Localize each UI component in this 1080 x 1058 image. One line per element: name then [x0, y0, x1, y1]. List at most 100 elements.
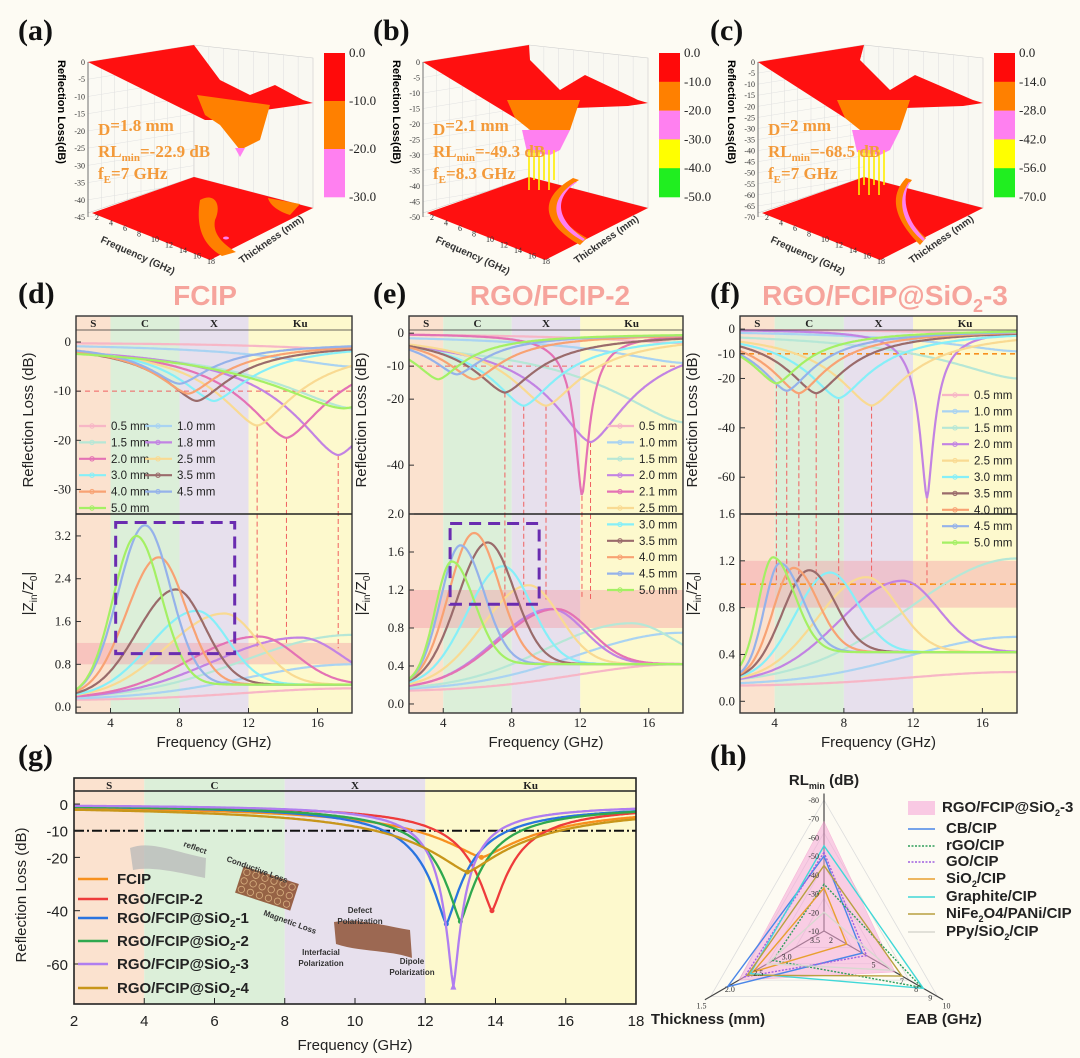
- surface-pink: [522, 130, 570, 155]
- annotation-rl-min-part: RL: [433, 142, 457, 161]
- z-curve-1.8mm: [75, 636, 353, 698]
- annotation-rl-min-part: min: [457, 152, 475, 164]
- colorbar-swatch: [659, 53, 680, 83]
- annotation-fe-part: f: [433, 164, 439, 183]
- band-label: S: [754, 318, 760, 330]
- floor-contour-pink: [223, 236, 229, 240]
- z-tick-label: 0: [751, 58, 755, 67]
- legend-label: FCIP: [117, 871, 151, 888]
- z-curve-2.5mm: [75, 612, 352, 696]
- panel-label-g: (g): [18, 739, 53, 772]
- surface-red: [758, 45, 983, 118]
- legend-item: Graphite/CIP: [908, 888, 1037, 905]
- hexagon-cell: [270, 877, 278, 885]
- annotation-fe-part: f: [98, 164, 104, 183]
- z-curve-0.5mm: [409, 663, 683, 692]
- illustration-label-defect-2: Polarization: [337, 917, 382, 926]
- illustration-label-defect: Defect: [348, 906, 373, 915]
- z-tick-label: -60: [744, 191, 755, 200]
- radar-tick-label: -70: [808, 815, 819, 824]
- legend-item: 3.5 mm: [145, 470, 215, 482]
- x-tick-label: 6: [210, 1013, 218, 1030]
- annotation-rl-min: RLmin=-49.3 dB: [433, 142, 545, 164]
- z-curve-1.5mm: [76, 633, 352, 698]
- rl-tick-label: -20: [718, 370, 735, 385]
- x-tick-label: 8: [137, 230, 141, 239]
- legend-marker: [617, 587, 623, 593]
- z-tick-label: 0.0: [719, 693, 735, 708]
- grid-line: [87, 148, 195, 166]
- floor-map: [427, 177, 648, 260]
- colorbar-tick-label: -50.0: [684, 189, 711, 204]
- rl-curve-series-5: [74, 804, 637, 987]
- legend-item: GO/CIP: [908, 853, 999, 870]
- legend-item: 0.5 mm: [607, 421, 677, 433]
- legend-marker: [952, 539, 958, 546]
- z-tick-label: 0.4: [388, 658, 405, 673]
- rl-curve-1.0mm: [76, 345, 352, 368]
- legend-label: 1.5 mm: [639, 454, 677, 466]
- x-tick-label: 6: [793, 224, 797, 233]
- floor-contour-orange: [548, 178, 587, 245]
- z-tick-label: 0.8: [55, 656, 71, 671]
- legend-item: 4.5 mm: [607, 569, 677, 581]
- legend-label-part: -3: [236, 956, 249, 973]
- colorbar-swatch: [324, 101, 345, 150]
- rl-curve-5.0mm: [739, 330, 1017, 385]
- colorbar-tick-label: -30.0: [349, 189, 376, 204]
- colorbar-tick-label: -28.0: [1019, 103, 1046, 118]
- surface-pink: [852, 130, 900, 155]
- rl-curve-4.0mm: [75, 346, 352, 395]
- radar-tick-label: -20: [808, 908, 819, 917]
- rl-curve-2.5mm: [739, 339, 1018, 407]
- minimum-marker: [489, 908, 495, 914]
- legend-label: 2.1 mm: [639, 487, 677, 499]
- floor-map: [762, 177, 983, 260]
- legend-label: 4.0 mm: [111, 487, 149, 499]
- z-axis-title-part: 0: [693, 575, 704, 581]
- band-label: C: [211, 780, 219, 792]
- colorbar-swatch: [659, 110, 680, 140]
- x-tick-label: 16: [863, 252, 871, 261]
- graphene-sheet-illustration: [130, 845, 206, 878]
- legend-label-part: 2: [1004, 932, 1009, 942]
- z-tick-label: -25: [409, 136, 420, 145]
- z-axis-title-part: 0: [362, 575, 373, 581]
- hexagon-cell: [273, 897, 282, 905]
- legend-label-part: 2: [972, 879, 977, 889]
- z-curve-2.0mm: [739, 579, 1017, 680]
- legend-marker: [155, 488, 161, 495]
- annotation-fe-part: E: [439, 174, 446, 186]
- rl-tick-label: -40: [718, 420, 735, 435]
- colorbar-swatch: [324, 53, 345, 102]
- x-axis-title: Frequency (GHz): [297, 1037, 412, 1054]
- legend-item: 3.0 mm: [79, 470, 149, 482]
- annotation-rl-min: RLmin=-68.5 dB: [768, 142, 880, 164]
- colorbar-tick-label: -20.0: [684, 103, 711, 118]
- z-axis-title-part: in: [693, 594, 704, 602]
- radar-tick-label: 2: [829, 936, 833, 945]
- z-axis-title: |Zin/Z0|: [20, 572, 40, 616]
- hexagon-cell: [285, 891, 293, 900]
- legend-marker: [155, 456, 161, 462]
- annotation-thickness-part: D: [433, 120, 445, 139]
- z-tick-label: -30: [744, 124, 755, 133]
- z-axis-title: |Zin/Z0|: [684, 572, 704, 616]
- x-tick-label: 2: [70, 1013, 78, 1030]
- z-tick-label: -50: [409, 213, 420, 222]
- legend-label: PPy/SiO2/CIP: [946, 923, 1039, 942]
- panel-label-h: (h): [710, 739, 747, 772]
- surface-orange: [197, 95, 270, 150]
- radar-tick-label: 8: [914, 985, 918, 994]
- legend-label: rGO/CIP: [946, 837, 1004, 854]
- legend-label: 1.5 mm: [974, 423, 1012, 435]
- z-tick-label: -15: [409, 105, 420, 114]
- z-curve-1.5mm: [408, 622, 684, 689]
- band-label: Ku: [293, 318, 308, 330]
- legend-label: RGO/FCIP@SiO2-2: [117, 933, 249, 953]
- legend-marker: [617, 538, 623, 544]
- radar-tick-label: 7: [900, 977, 904, 986]
- surface-orange: [837, 100, 910, 135]
- legend-label-part: GO/CIP: [946, 853, 999, 870]
- x-axis-title: Frequency (GHz): [156, 734, 271, 751]
